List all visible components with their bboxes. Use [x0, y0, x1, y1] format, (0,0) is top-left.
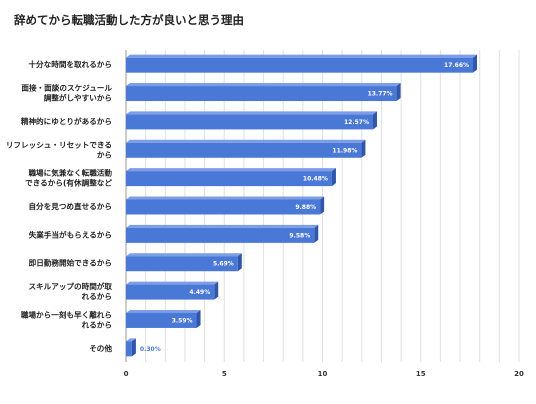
category-label-line: 失業手当がもらえるから — [29, 229, 112, 239]
data-label: 0.30% — [140, 346, 161, 353]
data-label: 11.98% — [332, 147, 357, 154]
data-label: 3.59% — [172, 317, 193, 324]
category-label: 精神的にゆとりがあるから — [21, 116, 112, 126]
bar-top-face — [126, 224, 319, 228]
bar-group — [126, 196, 325, 215]
bar-top-face — [126, 168, 336, 172]
bar — [126, 114, 374, 130]
bar-top-face — [126, 83, 401, 87]
bar-group — [126, 168, 336, 187]
bar-group — [126, 139, 366, 158]
data-label: 13.77% — [368, 91, 393, 98]
bar-top-face — [126, 196, 325, 200]
category-label-line: れるから — [82, 292, 112, 301]
category-label-line: リフレッシュ・リセットできる — [6, 140, 112, 149]
bar-group — [126, 309, 201, 328]
bar-top-face — [126, 309, 201, 313]
category-label-line: 調整がしやすいから — [44, 93, 112, 103]
bar-group — [126, 281, 219, 300]
category-label: スキルアップの時間が取れるから — [28, 281, 112, 301]
category-label-line: 即日勤務開始できるから — [29, 258, 112, 268]
data-label: 12.57% — [344, 119, 369, 126]
category-label-line: 十分な時間を取れるから — [28, 59, 112, 69]
bar — [126, 227, 315, 243]
x-tick-label: 10 — [318, 370, 328, 378]
bar-side-face — [237, 253, 242, 272]
bar-group — [126, 253, 242, 272]
bar-side-face — [131, 338, 136, 357]
category-label: その他 — [89, 343, 112, 353]
category-label-layer: 十分な時間を取れるから面接・面談のスケジュール調整がしやすいから精神的にゆとりが… — [6, 59, 113, 353]
x-tick-label: 20 — [514, 370, 524, 378]
bar-side-face — [314, 224, 319, 243]
category-label: 自分を見つめ直せるから — [28, 201, 112, 211]
bar-side-face — [331, 168, 336, 187]
grid-layer — [125, 50, 520, 362]
bar-top-face — [126, 338, 136, 342]
bar-group — [126, 224, 319, 243]
category-label-line: スキルアップの時間が取 — [28, 281, 112, 291]
category-label-line: できるから(有休調整など — [25, 178, 112, 188]
bar-side-face — [196, 309, 201, 328]
category-label: 職場に気兼なく転職活動できるから(有休調整など — [25, 168, 112, 188]
category-label-line: 職場から一刻も早く離れら — [21, 309, 112, 319]
data-label: 17.66% — [444, 62, 469, 69]
bar-side-face — [320, 196, 325, 215]
bar-top-face — [126, 54, 478, 58]
data-label: 9.58% — [289, 232, 310, 239]
bar — [126, 171, 332, 187]
bar — [126, 57, 474, 73]
bar — [126, 86, 397, 102]
category-label: 即日勤務開始できるから — [29, 258, 112, 268]
chart-title: 辞めてから転職活動した方が良いと思う理由 — [14, 13, 244, 27]
bar-layer: 17.66% 13.77% 12.57% 11.98% 10.48% 9.88% 9.58%… — [126, 54, 478, 357]
category-label: リフレッシュ・リセットできるから — [6, 140, 112, 159]
x-axis-tick-layer: 0 5 10 15 20 — [124, 370, 524, 378]
bar-side-face — [361, 139, 366, 158]
bar — [126, 256, 238, 272]
x-tick-label: 5 — [222, 370, 227, 378]
bar-group — [126, 111, 378, 130]
data-label: 5.69% — [213, 261, 234, 268]
category-label: 面接・面談のスケジュール調整がしやすいから — [21, 83, 112, 103]
data-label: 4.49% — [189, 289, 210, 296]
bar-group — [126, 338, 136, 357]
bar-side-face — [396, 83, 401, 102]
x-tick-label: 0 — [124, 370, 129, 378]
bar — [126, 341, 132, 357]
bar-top-face — [126, 253, 242, 257]
bar-side-face — [473, 54, 478, 73]
bar-side-face — [373, 111, 378, 130]
category-label-line: れるから — [82, 320, 112, 329]
bar-top-face — [126, 139, 366, 143]
category-label: 失業手当がもらえるから — [29, 229, 112, 239]
x-tick-label: 15 — [416, 370, 426, 378]
category-label-line: 精神的にゆとりがあるから — [21, 116, 112, 126]
category-label-line: 自分を見つめ直せるから — [28, 201, 112, 211]
bar-group — [126, 54, 478, 73]
data-label: 9.88% — [295, 204, 316, 211]
bar-group — [126, 83, 401, 102]
category-label: 職場から一刻も早く離れられるから — [21, 309, 112, 329]
data-label: 10.48% — [303, 176, 328, 183]
bar — [126, 284, 215, 300]
bar-top-face — [126, 281, 219, 285]
category-label-line: その他 — [89, 343, 112, 353]
bar — [126, 312, 197, 328]
category-label-line: 面接・面談のスケジュール — [21, 83, 112, 93]
bar-side-face — [214, 281, 219, 300]
category-label-line: 職場に気兼なく転職活動 — [28, 168, 112, 178]
category-label-line: から — [97, 150, 112, 159]
category-label: 十分な時間を取れるから — [28, 59, 112, 69]
bar — [126, 142, 362, 158]
bar — [126, 199, 321, 215]
bar-top-face — [126, 111, 378, 115]
